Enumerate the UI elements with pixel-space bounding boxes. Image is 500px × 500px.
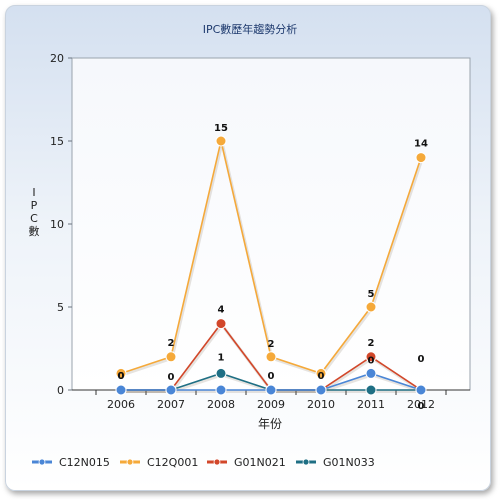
data-point-C12Q001 <box>415 152 427 164</box>
legend-label-C12N015: C12N015 <box>59 456 110 469</box>
x-tick-label: 2011 <box>357 398 385 411</box>
data-label: 0 <box>118 371 125 382</box>
legend-marker-C12N015 <box>38 458 46 466</box>
data-point-C12Q001 <box>365 301 377 313</box>
data-label: 0 <box>268 371 275 382</box>
x-tick-label: 2008 <box>207 398 235 411</box>
data-point-C12N015 <box>415 384 427 396</box>
data-label: 0 <box>368 355 375 366</box>
data-point-G01N033 <box>215 367 227 379</box>
x-tick-label: 2007 <box>157 398 185 411</box>
y-tick-label: 15 <box>50 135 64 148</box>
data-label: 0 <box>168 372 175 383</box>
data-label: 2 <box>368 338 375 349</box>
data-point-C12N015 <box>115 384 127 396</box>
data-label: 5 <box>368 289 375 300</box>
legend-marker-G01N033 <box>302 458 310 466</box>
data-label: 4 <box>218 305 225 316</box>
data-point-C12Q001 <box>115 367 127 379</box>
x-tick-label: 2010 <box>307 398 335 411</box>
data-label: 14 <box>414 139 428 150</box>
legend-label-G01N033: G01N033 <box>323 456 375 469</box>
legend-marker-C12Q001 <box>126 458 134 466</box>
legend-marker-G01N021 <box>213 458 221 466</box>
data-label: 0 <box>318 371 325 382</box>
data-label: 0 <box>418 401 425 412</box>
plot-area <box>71 57 471 391</box>
chart-title: IPC數歷年趨勢分析 <box>203 22 298 36</box>
data-label: 0 <box>118 371 125 382</box>
data-point-C12N015 <box>165 384 177 396</box>
data-point-G01N021 <box>365 351 377 363</box>
data-point-C12N015 <box>365 367 377 379</box>
data-point-C12Q001 <box>315 367 327 379</box>
data-point-C12Q001 <box>265 351 277 363</box>
data-point-C12N015 <box>315 384 327 396</box>
data-label: 2 <box>268 339 275 350</box>
data-point-C12Q001 <box>215 135 227 147</box>
y-tick-label: 20 <box>50 52 64 65</box>
data-label: 2 <box>168 338 175 349</box>
data-label: 0 <box>418 354 425 365</box>
data-point-C12N015 <box>215 384 227 396</box>
x-tick-label: 2009 <box>257 398 285 411</box>
data-point-G01N033 <box>365 384 377 396</box>
data-point-G01N021 <box>215 318 227 330</box>
data-point-C12Q001 <box>165 351 177 363</box>
x-tick-label: 2012 <box>407 398 435 411</box>
data-label: 15 <box>214 123 228 134</box>
legend-label-G01N021: G01N021 <box>234 456 286 469</box>
legend-label-C12Q001: C12Q001 <box>147 456 198 469</box>
y-tick-label: 5 <box>57 301 64 314</box>
x-tick-label: 2006 <box>107 398 135 411</box>
x-axis-label: 年份 <box>258 417 282 431</box>
data-label: 1 <box>218 352 225 363</box>
y-tick-label: 10 <box>50 218 64 231</box>
data-point-C12N015 <box>265 384 277 396</box>
y-tick-label: 0 <box>57 384 64 397</box>
